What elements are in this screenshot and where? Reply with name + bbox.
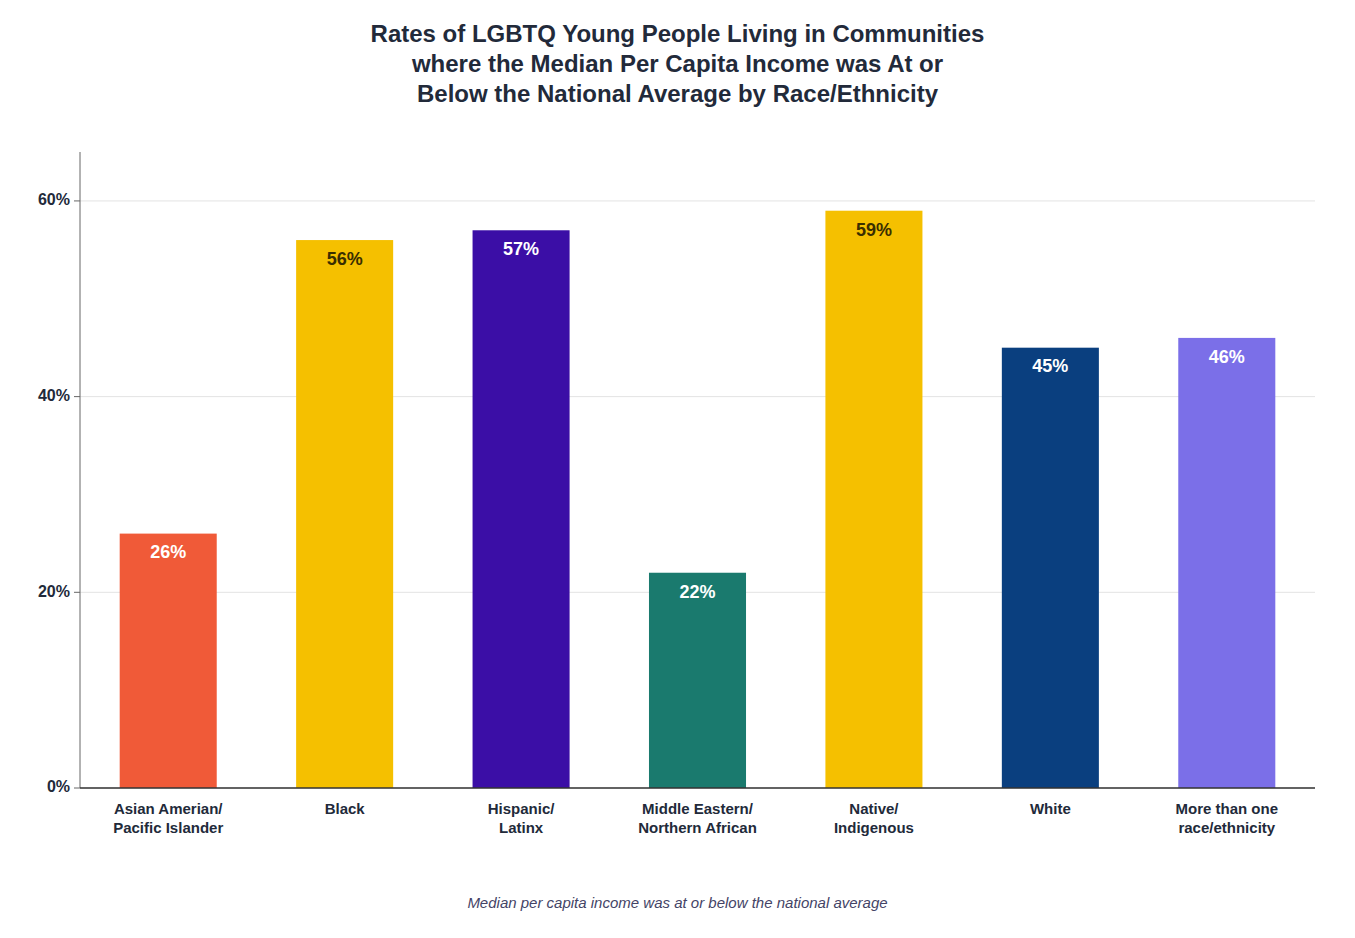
tick-mark	[74, 592, 80, 593]
text-line: Below the National Average by Race/Ethni…	[417, 80, 939, 107]
data-label: 59%	[856, 220, 892, 240]
footnote: Median per capita income was at or below…	[467, 894, 887, 911]
text-line: Middle Eastern/	[642, 800, 754, 817]
tick-mark	[74, 200, 80, 201]
tick-label: 60%	[38, 191, 70, 208]
data-label: 56%	[327, 249, 363, 269]
tick-label: 20%	[38, 583, 70, 600]
x-axis-line	[80, 787, 1315, 789]
category-label: Asian Amerian/Pacific Islander	[113, 800, 223, 836]
chart-container: Rates of LGBTQ Young People Living in Co…	[0, 0, 1355, 938]
grid-line	[80, 200, 1315, 201]
bar	[1178, 338, 1275, 788]
category-label: Hispanic/Latinx	[488, 800, 556, 836]
text-line: Rates of LGBTQ Young People Living in Co…	[371, 20, 985, 47]
grid-line	[80, 788, 1315, 789]
tick-mark	[74, 788, 80, 789]
data-label: 26%	[150, 542, 186, 562]
background	[0, 0, 1355, 938]
text-line: More than one	[1176, 800, 1279, 817]
tick-mark	[74, 396, 80, 397]
text-line: White	[1030, 800, 1071, 817]
data-labels: 26% 56% 57% 22% 59% 45% 46%	[150, 220, 1245, 602]
bars	[120, 211, 1276, 788]
y-axis-line	[80, 152, 81, 788]
bar	[1002, 348, 1099, 788]
data-label: 45%	[1032, 356, 1068, 376]
text-line: Northern African	[638, 819, 757, 836]
category-label: Native/Indigenous	[834, 800, 914, 836]
text-line: race/ethnicity	[1178, 819, 1275, 836]
data-label: 57%	[503, 239, 539, 259]
text-line: Asian Amerian/	[114, 800, 223, 817]
bar	[825, 211, 922, 788]
x-axis: Asian Amerian/Pacific Islander Black Hispa…	[113, 800, 1278, 836]
text-line: Hispanic/	[488, 800, 556, 817]
chart-svg: Rates of LGBTQ Young People Living in Co…	[0, 0, 1355, 938]
text-line: Latinx	[499, 819, 544, 836]
category-label: More than one race/ethnicity	[1176, 800, 1279, 836]
text-line: Native/	[849, 800, 899, 817]
text-line: Indigenous	[834, 819, 914, 836]
tick-label: 40%	[38, 387, 70, 404]
grid-line	[80, 396, 1315, 397]
text-line: Pacific Islander	[113, 819, 223, 836]
text-line: Black	[325, 800, 366, 817]
category-label: Middle Eastern/Northern African	[638, 800, 757, 836]
tick-label: 0%	[47, 778, 70, 795]
data-label: 22%	[679, 582, 715, 602]
y-axis: 0% 20% 40% 60%	[38, 152, 1315, 795]
category-label: Black	[325, 800, 366, 817]
bar	[473, 230, 570, 788]
bar	[649, 573, 746, 788]
category-label: White	[1030, 800, 1071, 817]
bar	[296, 240, 393, 788]
bar	[120, 534, 217, 788]
title: Rates of LGBTQ Young People Living in Co…	[371, 20, 985, 107]
text-line: where the Median Per Capita Income was A…	[411, 50, 943, 77]
data-label: 46%	[1209, 347, 1245, 367]
